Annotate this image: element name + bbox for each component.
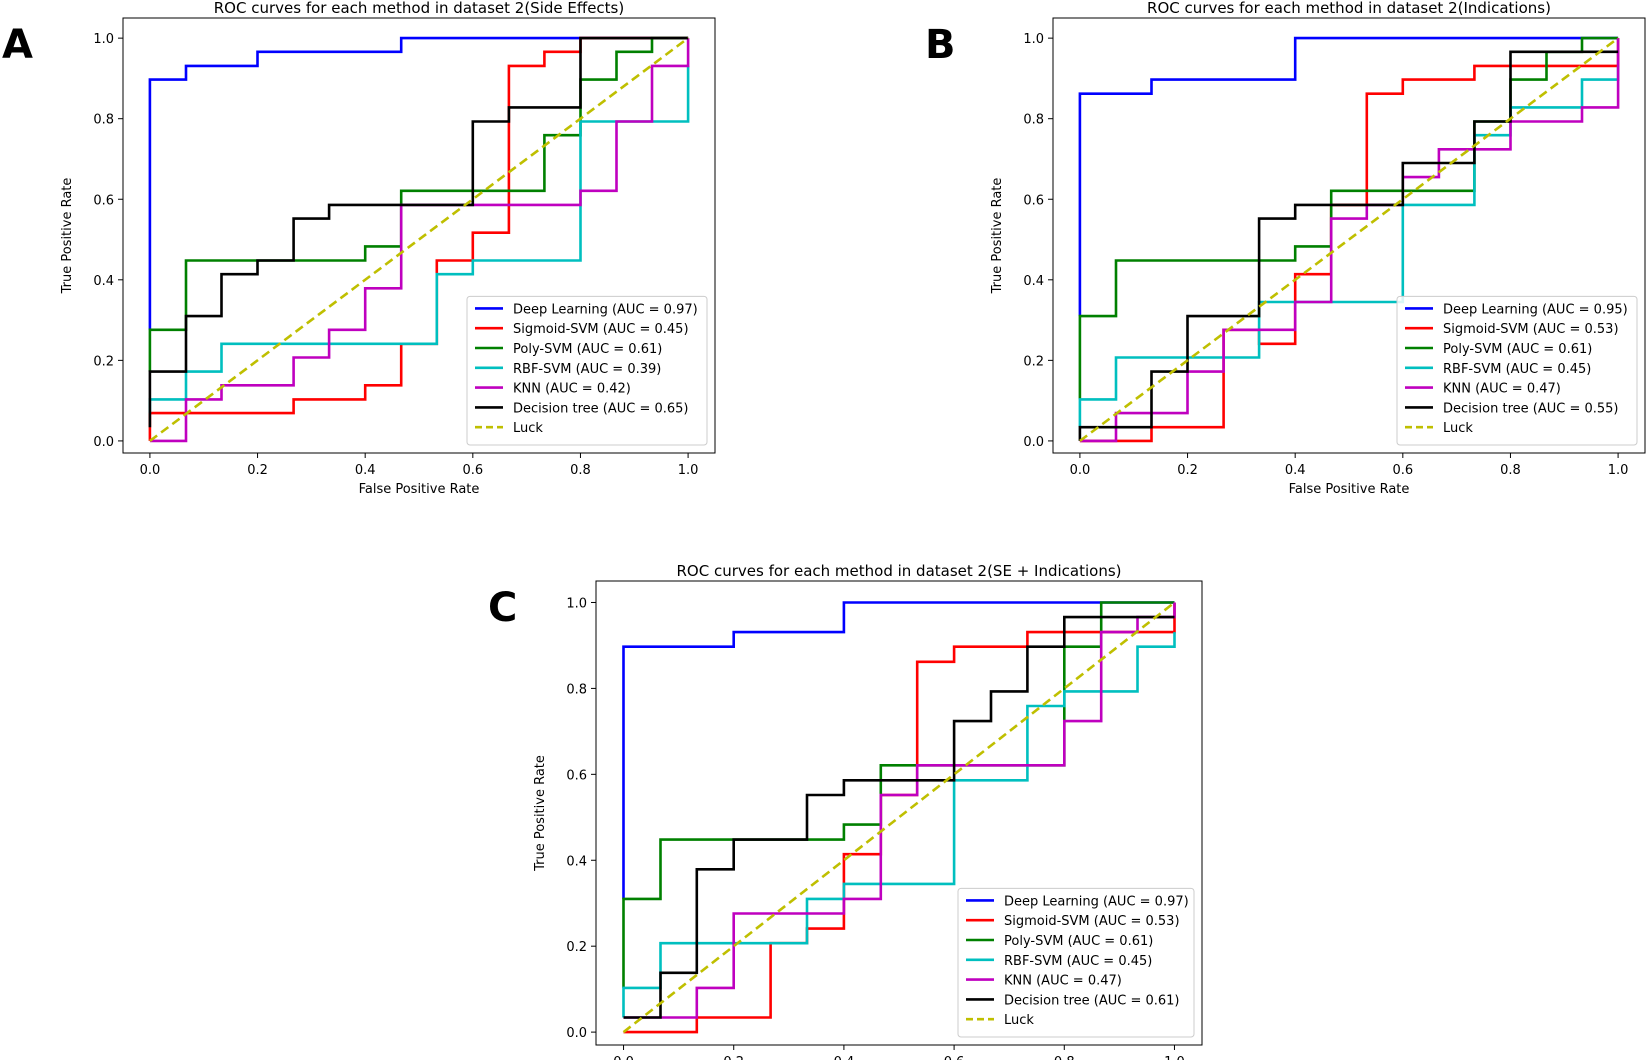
panel-b-ytick-label: 0.0 <box>1023 435 1044 450</box>
panel-c-ytick-label: 0.6 <box>566 768 587 783</box>
panel-b-ylabel: True Positive Rate <box>990 178 1005 295</box>
panel-b-xtick-label: 0.0 <box>1070 463 1091 478</box>
panel-b-series-rbf-svm <box>1078 65 1620 428</box>
panel-a-xtick-label: 1.0 <box>678 463 699 478</box>
panel-c-legend-label-sigmoid-svm: Sigmoid-SVM (AUC = 0.53) <box>1004 914 1180 929</box>
panel-a-legend-label-poly-svm: Poly-SVM (AUC = 0.61) <box>513 342 662 357</box>
panel-a-legend-label-deep-learning: Deep Learning (AUC = 0.97) <box>513 302 698 317</box>
panel-c-legend-label-luck: Luck <box>1004 1013 1034 1028</box>
panel-c-legend-label-deep-learning: Deep Learning (AUC = 0.97) <box>1004 894 1189 909</box>
panel-b-series-knn <box>1079 38 1620 443</box>
panel-letter-c: C <box>488 585 518 631</box>
panel-a-title: ROC curves for each method in dataset 2(… <box>214 0 624 17</box>
panel-a-series-poly-svm <box>148 36 689 372</box>
panel-a-ytick-label: 0.2 <box>93 354 114 369</box>
panel-a-legend-box <box>466 295 708 446</box>
panel-c-legend-label-decision-tree: Decision tree (AUC = 0.61) <box>1004 993 1180 1008</box>
panel-c-legend-label-rbf-svm: RBF-SVM (AUC = 0.45) <box>1004 954 1152 969</box>
panel-c-legend-label-knn: KNN (AUC = 0.47) <box>1004 974 1122 989</box>
panel-b-ytick-label: 0.8 <box>1023 113 1044 128</box>
panel-a-legend-label-rbf-svm: RBF-SVM (AUC = 0.39) <box>513 362 661 377</box>
panel-b-legend-label-decision-tree: Decision tree (AUC = 0.55) <box>1443 401 1619 416</box>
panel-b-legend-box <box>1396 295 1638 446</box>
panel-c-legend-label-poly-svm: Poly-SVM (AUC = 0.61) <box>1004 934 1153 949</box>
panel-a-chart: ROC curves for each method in dataset 2(… <box>60 0 716 497</box>
panel-b-legend-label-sigmoid-svm: Sigmoid-SVM (AUC = 0.53) <box>1443 322 1619 337</box>
panel-a-legend-label-luck: Luck <box>513 421 543 436</box>
panel-c-series-decision-tree <box>623 615 1175 1019</box>
panel-a-ytick-label: 1.0 <box>93 32 114 47</box>
panel-b-legend-label-knn: KNN (AUC = 0.47) <box>1443 382 1561 397</box>
panel-a-ytick-label: 0.0 <box>93 435 114 450</box>
panel-b-legend-label-deep-learning: Deep Learning (AUC = 0.95) <box>1443 302 1628 317</box>
panel-b-xlabel: False Positive Rate <box>1289 482 1410 497</box>
panel-b-xtick-label: 0.6 <box>1392 463 1413 478</box>
panel-b-xtick-label: 0.8 <box>1500 463 1521 478</box>
panel-a-xtick-label: 0.0 <box>140 463 161 478</box>
panel-b-ytick-label: 0.2 <box>1023 354 1044 369</box>
panel-a-series-deep-learning <box>148 36 689 330</box>
panel-b-chart: ROC curves for each method in dataset 2(… <box>990 0 1646 497</box>
panel-c-ytick-label: 0.2 <box>566 940 587 955</box>
panel-b-xtick-label: 0.4 <box>1285 463 1306 478</box>
panel-a-series-sigmoid-svm <box>148 36 689 441</box>
panel-a-xtick-label: 0.4 <box>355 463 376 478</box>
panel-c-ytick-label: 0.8 <box>566 682 587 697</box>
panel-c-xtick-label: 0.6 <box>944 1055 965 1060</box>
panel-a-series-knn <box>149 38 690 443</box>
panel-c-ytick-label: 1.0 <box>566 596 587 611</box>
panel-c-series-rbf-svm <box>622 632 1176 1018</box>
panel-a-ytick-label: 0.6 <box>93 193 114 208</box>
panel-b-series-deep-learning <box>1078 36 1619 317</box>
panel-a-ytick-label: 0.8 <box>93 113 114 128</box>
panel-c-xtick-label: 0.8 <box>1054 1055 1075 1060</box>
panel-a-xtick-label: 0.6 <box>462 463 483 478</box>
panel-c-legend-box <box>957 887 1195 1038</box>
panel-c-axes-frame <box>595 580 1203 1046</box>
panel-c-xtick-label: 0.0 <box>613 1055 634 1060</box>
panel-b-ytick-label: 0.6 <box>1023 193 1044 208</box>
panel-a-xlabel: False Positive Rate <box>359 482 480 497</box>
panel-c-series-deep-learning <box>622 601 1175 899</box>
panel-b-legend-label-rbf-svm: RBF-SVM (AUC = 0.45) <box>1443 362 1591 377</box>
panel-a-legend-label-decision-tree: Decision tree (AUC = 0.65) <box>513 401 689 416</box>
panel-a-series-decision-tree <box>148 36 689 428</box>
panel-c-ytick-label: 0.4 <box>566 854 587 869</box>
panel-b-ytick-label: 1.0 <box>1023 32 1044 47</box>
panel-a-xtick-label: 0.8 <box>570 463 591 478</box>
panel-letter-b: B <box>925 22 956 68</box>
panel-c-xtick-label: 0.4 <box>834 1055 855 1060</box>
panel-b-xtick-label: 1.0 <box>1608 463 1629 478</box>
panel-a-axes-frame <box>122 17 716 454</box>
panel-b-title: ROC curves for each method in dataset 2(… <box>1147 0 1551 17</box>
panel-a-ytick-label: 0.4 <box>93 274 114 289</box>
panel-b-legend-label-luck: Luck <box>1443 421 1473 436</box>
panel-a-legend-label-knn: KNN (AUC = 0.42) <box>513 382 631 397</box>
panel-b-series-luck <box>1079 37 1619 442</box>
panel-c-ylabel: True Positive Rate <box>533 755 548 872</box>
panel-a-series-luck <box>149 37 689 442</box>
panel-b-series-decision-tree <box>1078 50 1619 441</box>
panel-a-xtick-label: 0.2 <box>247 463 268 478</box>
panel-c-ytick-label: 0.0 <box>566 1026 587 1041</box>
panel-a-ylabel: True Positive Rate <box>60 178 75 295</box>
panel-b-axes-frame <box>1052 17 1646 454</box>
panel-b-ytick-label: 0.4 <box>1023 274 1044 289</box>
panel-c-title: ROC curves for each method in dataset 2(… <box>677 562 1122 580</box>
panel-c-xtick-label: 0.2 <box>723 1055 744 1060</box>
panel-c-chart: ROC curves for each method in dataset 2(… <box>533 562 1203 1060</box>
panel-c-xtick-label: 1.0 <box>1164 1055 1185 1060</box>
panel-b-legend-label-poly-svm: Poly-SVM (AUC = 0.61) <box>1443 342 1592 357</box>
panel-b-xtick-label: 0.2 <box>1177 463 1198 478</box>
panel-c-series-luck <box>622 601 1176 1034</box>
panel-letter-a: A <box>2 22 33 68</box>
panel-a-legend-label-sigmoid-svm: Sigmoid-SVM (AUC = 0.45) <box>513 322 689 337</box>
